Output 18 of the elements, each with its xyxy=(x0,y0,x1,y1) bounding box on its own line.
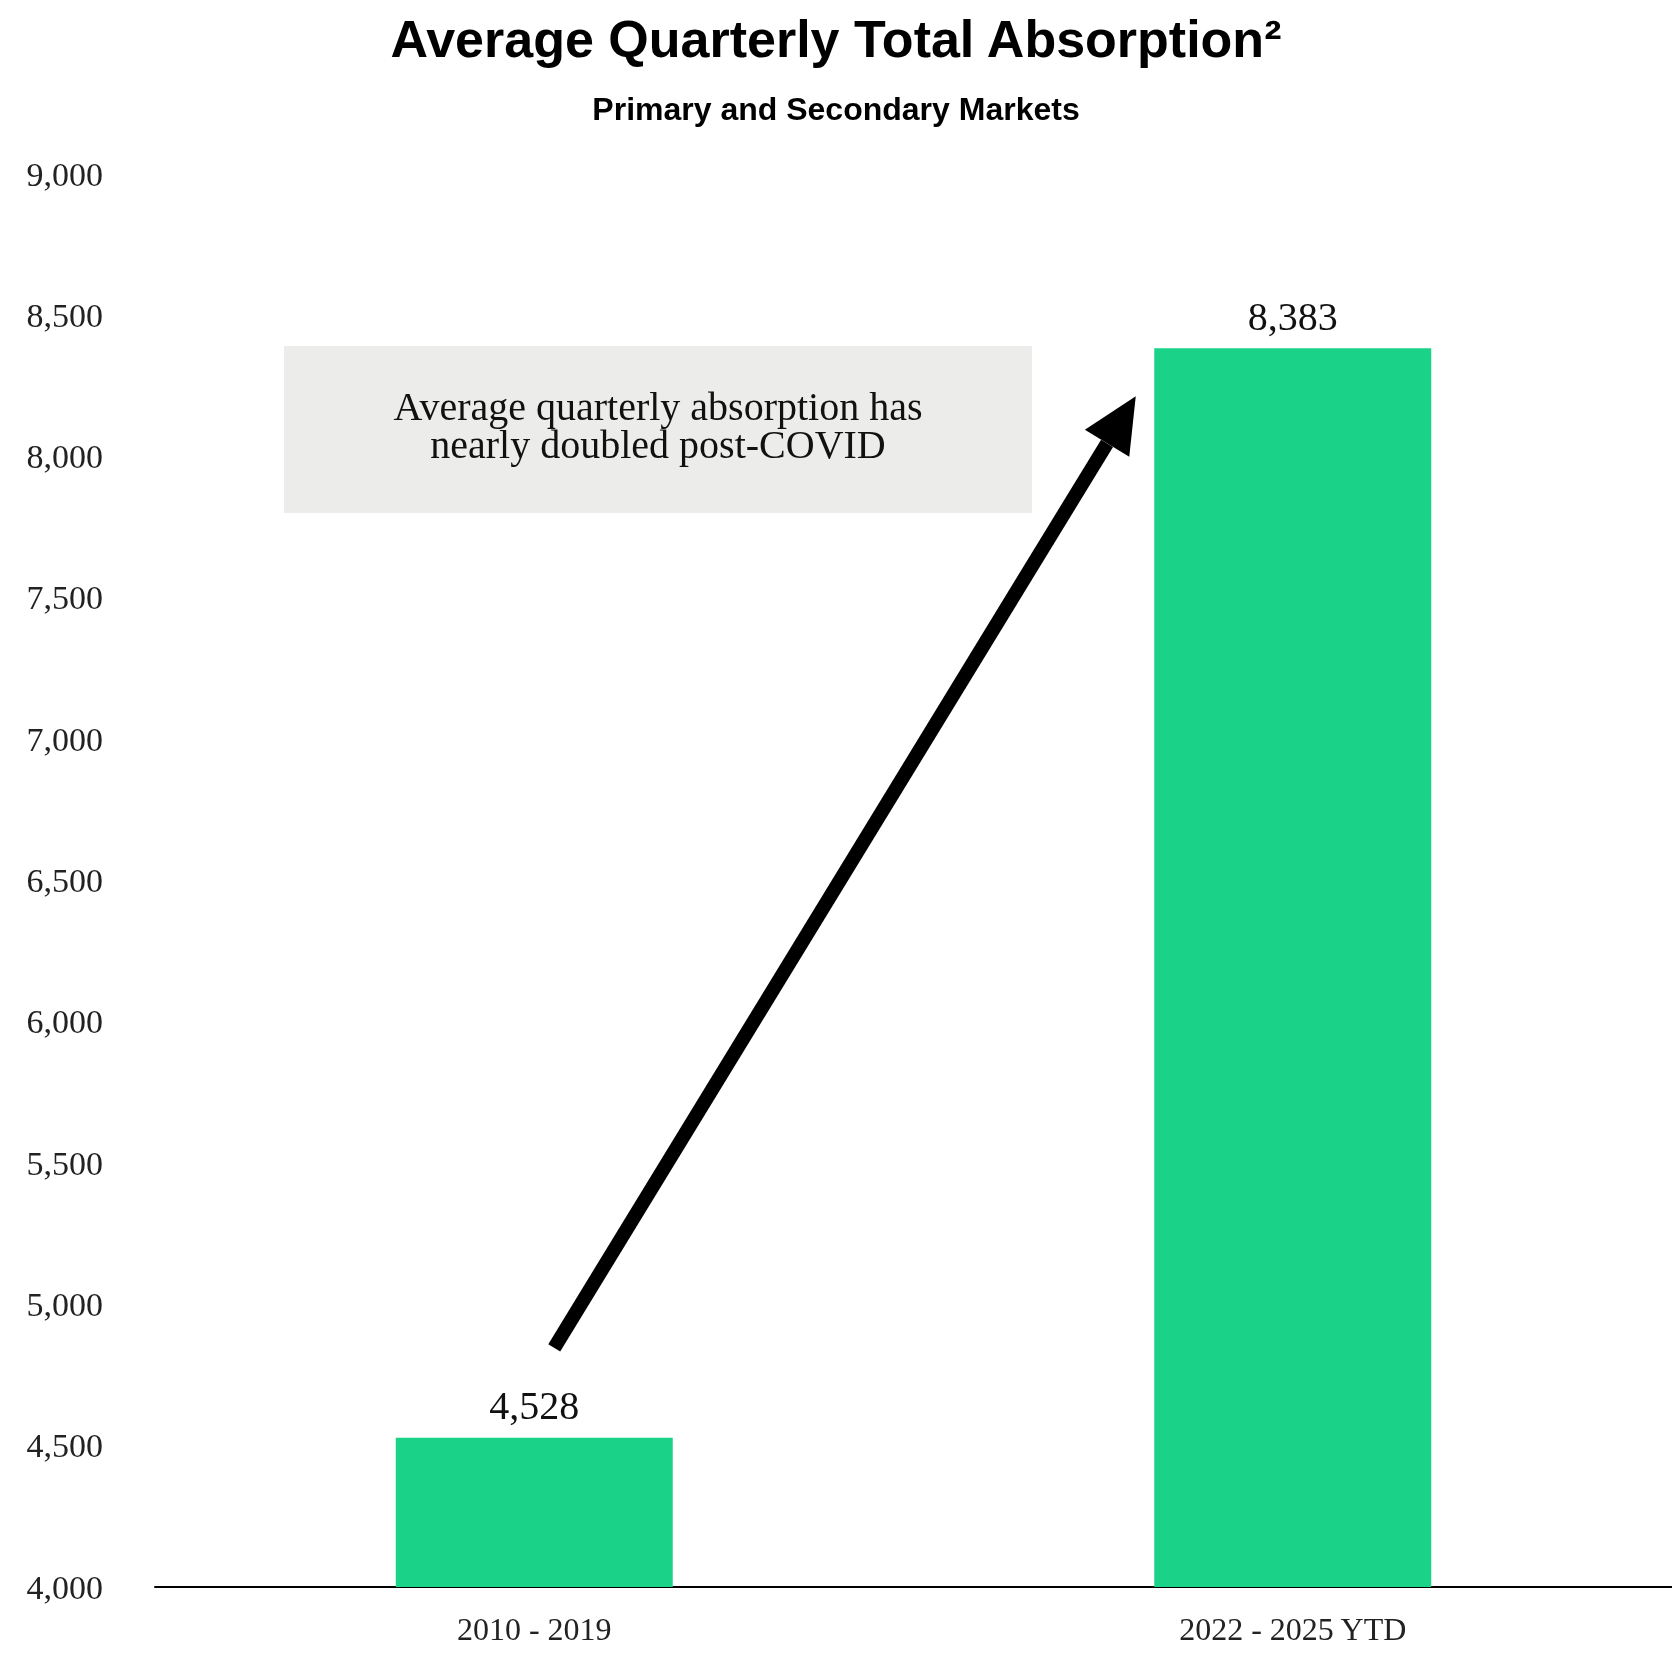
y-tick-label: 6,500 xyxy=(26,862,103,899)
y-tick-label: 9,000 xyxy=(26,155,103,193)
y-tick-label: 8,000 xyxy=(26,438,103,476)
chart-title: Average Quarterly Total Absorption² xyxy=(390,10,1282,68)
data-label: 8,383 xyxy=(1247,293,1338,339)
callout-box: Average quarterly absorption has nearly doubled post-COVID xyxy=(284,346,1032,514)
y-tick-label: 5,000 xyxy=(26,1285,103,1323)
x-tick-label: 2010 - 2019 xyxy=(456,1611,612,1647)
chart-subtitle: Primary and Secondary Markets xyxy=(592,91,1080,127)
y-tick-label: 5,500 xyxy=(26,1144,103,1182)
y-tick-label: 7,500 xyxy=(26,579,103,617)
y-tick-label: 6,000 xyxy=(26,1003,103,1041)
y-tick-label: 4,500 xyxy=(26,1427,103,1465)
y-tick-label: 7,000 xyxy=(26,720,103,758)
x-tick-label: 2022 - 2025 YTD xyxy=(1179,1611,1407,1647)
data-label: 4,528 xyxy=(489,1383,580,1429)
y-tick-label: 8,500 xyxy=(26,296,103,334)
y-tick-label: 4,000 xyxy=(26,1568,103,1606)
